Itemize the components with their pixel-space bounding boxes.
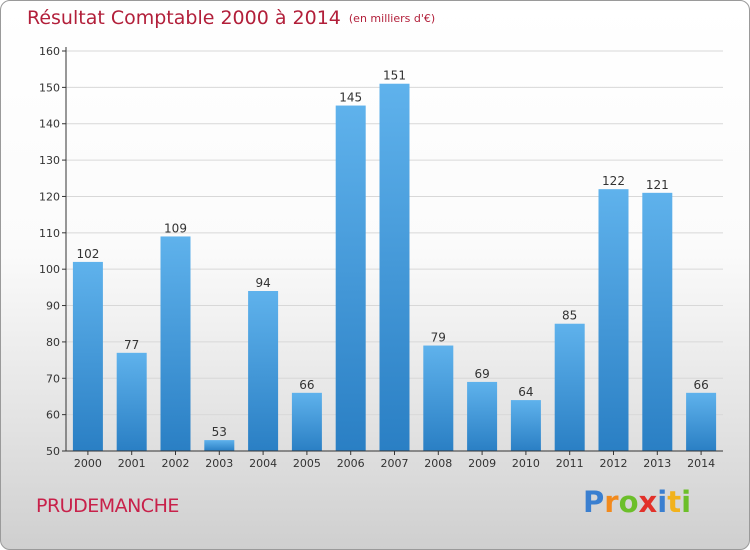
data-label: 85: [562, 309, 577, 323]
y-tick-label: 50: [46, 445, 60, 458]
x-tick-label: 2013: [643, 457, 671, 470]
bar: [335, 105, 366, 451]
data-label: 122: [602, 174, 625, 188]
data-label: 53: [212, 425, 227, 439]
y-tick-label: 60: [46, 409, 60, 422]
commune-name: PRUDEMANCHE: [36, 495, 179, 517]
data-label: 145: [339, 91, 362, 105]
data-label: 64: [518, 385, 533, 399]
y-tick-label: 100: [39, 263, 60, 276]
data-label: 94: [255, 276, 270, 290]
chart-title: Résultat Comptable 2000 à 2014 (en millie…: [27, 7, 435, 29]
bar: [379, 83, 410, 452]
bar: [291, 392, 322, 451]
x-tick-label: 2006: [337, 457, 365, 470]
data-label: 77: [124, 338, 139, 352]
bar: [554, 323, 585, 451]
x-tick-label: 2009: [468, 457, 496, 470]
chart-unit: (en milliers d'€): [348, 12, 436, 25]
y-tick-label: 120: [39, 190, 60, 203]
x-tick-label: 2000: [74, 457, 102, 470]
x-tick-label: 2010: [512, 457, 540, 470]
y-tick-label: 110: [39, 227, 60, 240]
bar: [686, 392, 717, 451]
data-label: 66: [299, 378, 314, 392]
data-label: 109: [164, 221, 187, 235]
data-label: 69: [474, 367, 489, 381]
bar: [467, 381, 498, 451]
x-tick-label: 2002: [162, 457, 190, 470]
logo-letter: o: [618, 485, 639, 519]
data-label: 102: [76, 247, 99, 261]
bar: [116, 352, 147, 451]
logo-letter: r: [604, 485, 619, 519]
y-tick-label: 140: [39, 118, 60, 131]
y-tick-label: 160: [39, 45, 60, 58]
logo-letter: x: [638, 485, 658, 519]
bar: [160, 236, 191, 451]
data-label: 151: [383, 69, 406, 83]
chart-title-text: Résultat Comptable 2000 à 2014: [27, 7, 341, 29]
bar: [423, 345, 454, 451]
bar: [598, 189, 629, 451]
logo-letter: i: [657, 485, 668, 519]
x-tick-label: 2004: [249, 457, 277, 470]
bar: [204, 440, 235, 451]
bar: [642, 192, 673, 451]
bar: [248, 291, 279, 451]
x-tick-label: 2005: [293, 457, 321, 470]
bar: [510, 400, 541, 451]
x-tick-label: 2003: [205, 457, 233, 470]
y-tick-label: 90: [46, 300, 60, 313]
logo-letter: i: [681, 485, 692, 519]
y-tick-label: 130: [39, 154, 60, 167]
proxiti-logo: Proxiti: [583, 485, 691, 519]
data-label: 79: [431, 331, 446, 345]
data-label: 66: [693, 378, 708, 392]
x-tick-label: 2014: [687, 457, 715, 470]
y-tick-label: 70: [46, 372, 60, 385]
data-label: 121: [646, 178, 669, 192]
logo-letter: P: [583, 485, 605, 519]
bar: [72, 261, 103, 451]
x-tick-label: 2008: [424, 457, 452, 470]
x-tick-label: 2001: [118, 457, 146, 470]
logo-letter: t: [667, 485, 682, 519]
y-tick-label: 150: [39, 81, 60, 94]
x-tick-label: 2011: [556, 457, 584, 470]
x-tick-label: 2007: [381, 457, 409, 470]
y-tick-label: 80: [46, 336, 60, 349]
x-tick-label: 2012: [600, 457, 628, 470]
